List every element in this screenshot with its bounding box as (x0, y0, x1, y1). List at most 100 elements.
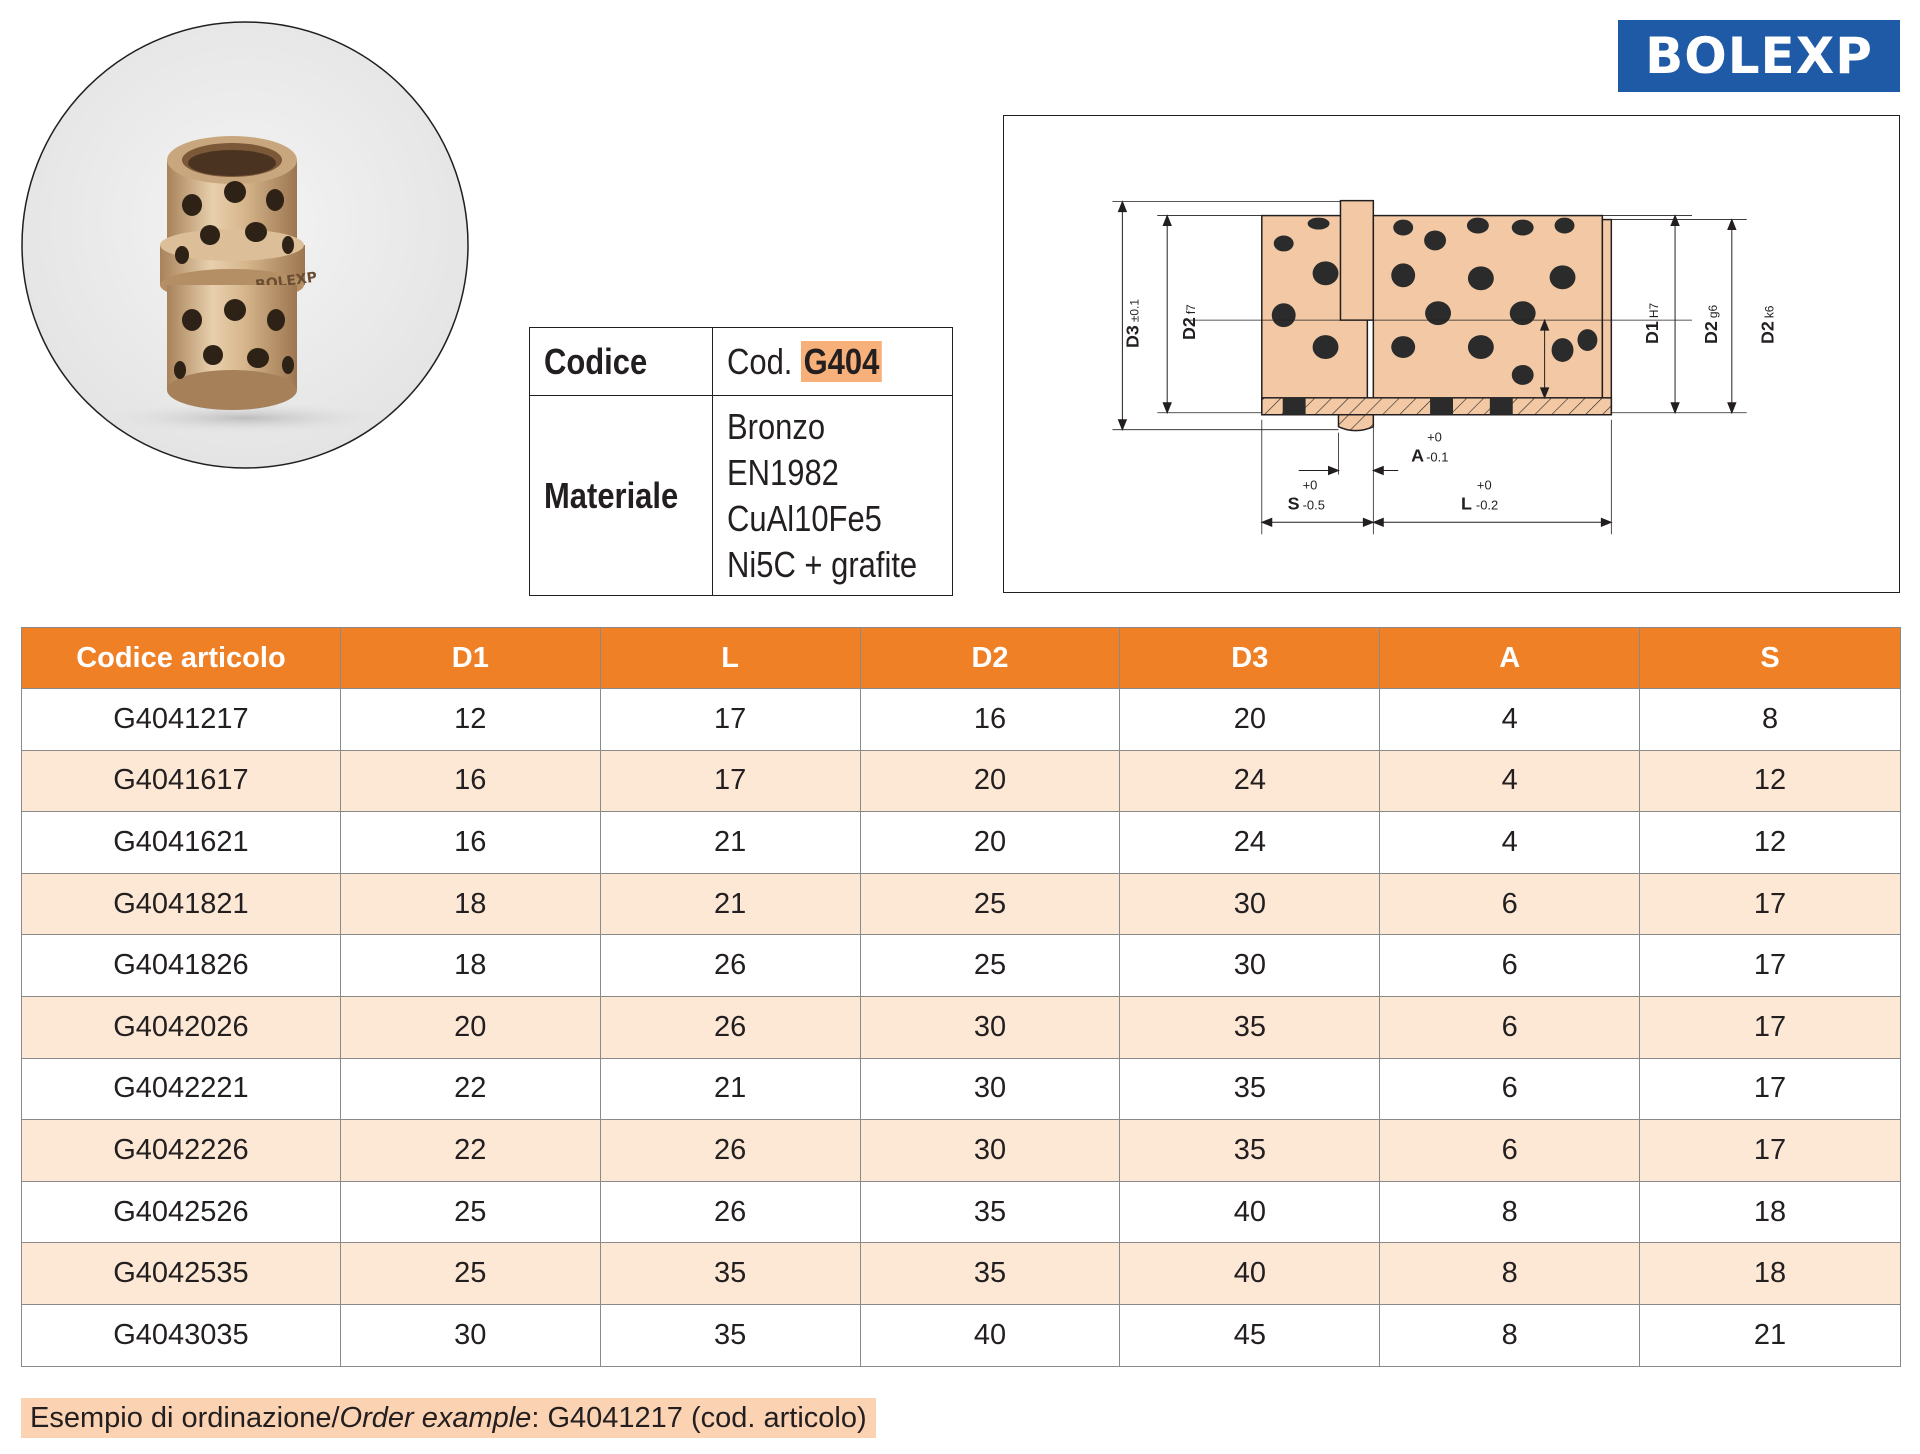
spec-table: Codice Cod. G404 Materiale Bronzo EN1982… (529, 327, 953, 596)
header-l: L (599, 627, 861, 689)
cell-d3: 24 (1119, 749, 1381, 813)
cell-codice-articolo: G4041621 (21, 811, 341, 874)
material-line: Bronzo (727, 405, 826, 447)
cell-d1: 20 (339, 995, 601, 1059)
cell-d3: 30 (1119, 872, 1381, 936)
cell-l: 26 (599, 934, 861, 997)
header-d1: D1 (339, 627, 601, 689)
cell-d1: 18 (339, 934, 601, 997)
d2-f7-tolerance: f7 (1184, 304, 1198, 314)
cell-d2: 20 (859, 811, 1121, 874)
cell-d3: 35 (1119, 1119, 1381, 1182)
cell-codice-articolo: G4041617 (21, 749, 341, 813)
order-sep: : (531, 1402, 548, 1434)
svg-text:D1H7: D1H7 (1642, 303, 1662, 344)
table-row: G4043035 30 35 40 45 8 21 (21, 1303, 1901, 1367)
dimensions-table: Codice articolo D1 L D2 D3 A S G4041217 1… (21, 627, 1901, 1367)
cell-d2: 40 (859, 1303, 1121, 1367)
cell-a: 4 (1379, 749, 1641, 813)
header-d3: D3 (1119, 627, 1381, 689)
svg-text:D2k6: D2k6 (1758, 305, 1778, 344)
material-label: Materiale (544, 474, 679, 516)
header-a: A (1379, 627, 1641, 689)
table-row: G4041217 12 17 16 20 4 8 (21, 688, 1901, 751)
cell-s: 12 (1639, 811, 1901, 874)
cell-d2: 30 (859, 1119, 1121, 1182)
svg-text:D2f7: D2f7 (1179, 304, 1199, 340)
table-header-row: Codice articolo D1 L D2 D3 A S (21, 627, 1901, 689)
cell-codice-articolo: G4041826 (21, 934, 341, 997)
code-label: Codice (544, 340, 648, 382)
cell-l: 35 (599, 1242, 861, 1305)
table-row: G4041821 18 21 25 30 6 17 (21, 872, 1901, 936)
cell-s: 18 (1639, 1242, 1901, 1305)
cell-codice-articolo: G4042535 (21, 1242, 341, 1305)
cell-codice-articolo: G4042221 (21, 1057, 341, 1121)
cell-l: 26 (599, 995, 861, 1059)
code-highlight: G404 (801, 340, 882, 382)
cell-d3: 35 (1119, 1057, 1381, 1121)
cell-d2: 16 (859, 688, 1121, 751)
cell-l: 26 (599, 1180, 861, 1244)
table-row: G4042526 25 26 35 40 8 18 (21, 1180, 1901, 1244)
d2-g6-label: D2 (1701, 321, 1721, 344)
cell-d3: 20 (1119, 688, 1381, 751)
cell-d1: 16 (339, 811, 601, 874)
material-line: CuAl10Fe5 (727, 497, 882, 539)
s-label: S (1288, 493, 1300, 513)
cell-d2: 30 (859, 995, 1121, 1059)
cell-codice-articolo: G4042526 (21, 1180, 341, 1244)
cell-d3: 40 (1119, 1242, 1381, 1305)
s-tol-down: -0.5 (1303, 497, 1325, 512)
d3-tolerance: ±0.1 (1127, 299, 1141, 323)
cell-a: 6 (1379, 1119, 1641, 1182)
s-tol-up: +0 (1303, 477, 1318, 492)
cell-l: 21 (599, 1057, 861, 1121)
cell-d2: 25 (859, 934, 1121, 997)
table-row: G4042226 22 26 30 35 6 17 (21, 1119, 1901, 1182)
order-prefix: Esempio di ordinazione/ (30, 1402, 340, 1434)
cell-d2: 35 (859, 1180, 1121, 1244)
spec-row-material: Materiale Bronzo EN1982 CuAl10Fe5 Ni5C +… (529, 395, 953, 596)
cell-s: 17 (1639, 934, 1901, 997)
svg-text:D2g6: D2g6 (1701, 305, 1721, 345)
cell-a: 6 (1379, 934, 1641, 997)
cell-a: 4 (1379, 688, 1641, 751)
order-value: G4041217 (cod. articolo) (547, 1402, 867, 1434)
d1-label: D1 (1642, 321, 1662, 344)
cell-d1: 22 (339, 1119, 601, 1182)
cell-a: 8 (1379, 1303, 1641, 1367)
cell-d3: 45 (1119, 1303, 1381, 1367)
order-prefix-italic: Order example (339, 1402, 532, 1434)
cell-d1: 12 (339, 688, 601, 751)
table-row: G4042221 22 21 30 35 6 17 (21, 1057, 1901, 1121)
table-row: G4041621 16 21 20 24 4 12 (21, 811, 1901, 874)
table-row: G4042535 25 35 35 40 8 18 (21, 1242, 1901, 1305)
d2-k6-tolerance: k6 (1763, 305, 1777, 318)
technical-drawing: D3±0.1 D2f7 D1H7 D2g6 D2k6 +0 A -0.1 +0 … (1003, 115, 1900, 593)
cell-a: 4 (1379, 811, 1641, 874)
cell-s: 8 (1639, 688, 1901, 751)
cell-l: 21 (599, 811, 861, 874)
header-codice-articolo: Codice articolo (21, 627, 341, 689)
cell-l: 26 (599, 1119, 861, 1182)
cell-s: 18 (1639, 1180, 1901, 1244)
code-value-cell: Cod. G404 (712, 327, 953, 396)
d2-k6-label: D2 (1758, 321, 1778, 344)
material-line: EN1982 (727, 451, 839, 493)
cell-d1: 25 (339, 1180, 601, 1244)
code-label-cell: Codice (529, 327, 713, 396)
cell-s: 21 (1639, 1303, 1901, 1367)
cell-codice-articolo: G4043035 (21, 1303, 341, 1367)
cell-d3: 30 (1119, 934, 1381, 997)
cell-l: 21 (599, 872, 861, 936)
cell-d3: 35 (1119, 995, 1381, 1059)
cell-d2: 35 (859, 1242, 1121, 1305)
cell-l: 17 (599, 749, 861, 813)
cell-d1: 25 (339, 1242, 601, 1305)
cell-a: 8 (1379, 1180, 1641, 1244)
cell-a: 6 (1379, 872, 1641, 936)
cell-codice-articolo: G4041821 (21, 872, 341, 936)
cell-a: 8 (1379, 1242, 1641, 1305)
cell-codice-articolo: G4042026 (21, 995, 341, 1059)
